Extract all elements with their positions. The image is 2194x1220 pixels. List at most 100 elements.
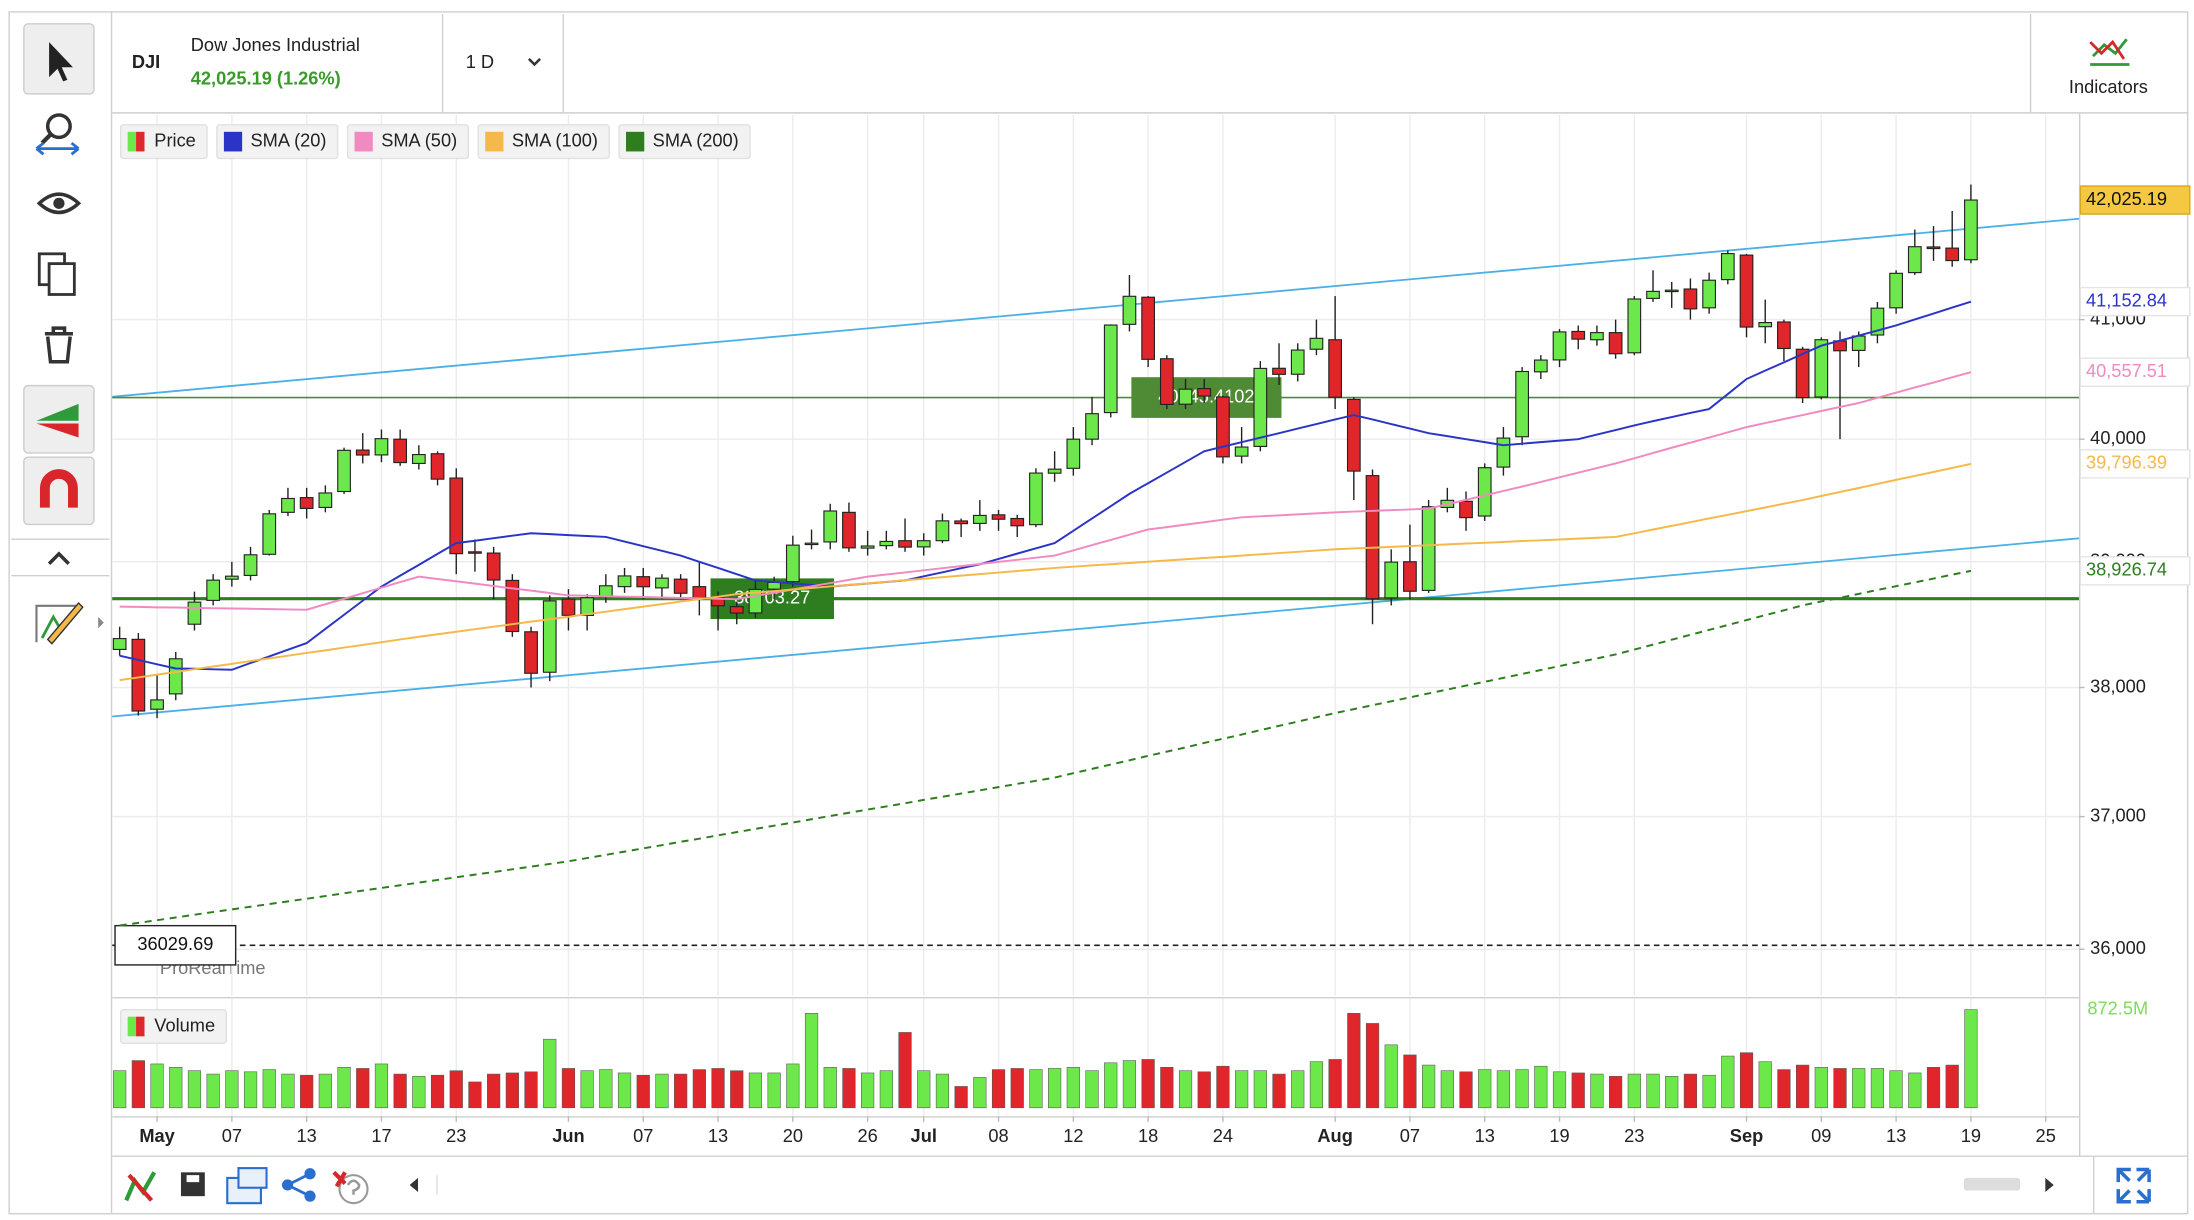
volume-bar xyxy=(1758,1061,1772,1109)
price-tag-label: 41,152.84 xyxy=(2086,289,2167,310)
price-tag-label: 40,557.51 xyxy=(2086,360,2167,381)
x-tick-label: 18 xyxy=(1138,1125,1158,1146)
volume-bar xyxy=(318,1073,332,1109)
volume-bar xyxy=(1590,1073,1604,1109)
candle-body xyxy=(598,585,613,598)
volume-bar xyxy=(636,1074,650,1109)
interval-chevron[interactable] xyxy=(527,58,541,67)
fullscreen-icon[interactable] xyxy=(2116,1167,2151,1204)
volume-bar xyxy=(1048,1068,1062,1109)
volume-bar xyxy=(861,1072,875,1109)
candle-body xyxy=(224,575,239,580)
cursor-icon xyxy=(49,42,73,82)
eye-icon[interactable] xyxy=(36,192,82,215)
x-tick-label: 13 xyxy=(1886,1125,1906,1146)
volume-bar xyxy=(561,1068,576,1109)
volume-bar xyxy=(842,1068,856,1109)
candle-body xyxy=(1253,367,1268,447)
legend-item[interactable]: SMA (200) xyxy=(618,124,751,160)
volume-bar xyxy=(767,1072,781,1109)
candle-body xyxy=(1477,467,1492,517)
legend-label: Volume xyxy=(154,1014,215,1035)
volume-bar xyxy=(1178,1070,1193,1109)
scroll-left[interactable] xyxy=(409,1177,419,1192)
candle-body xyxy=(1590,332,1604,341)
volume-bar xyxy=(1627,1073,1641,1109)
legend-item[interactable]: SMA (20) xyxy=(216,124,339,160)
x-tick-label: 07 xyxy=(1400,1125,1420,1146)
zoom-icon xyxy=(35,141,80,156)
candle-body xyxy=(954,520,969,525)
bottom-toolbar xyxy=(124,1156,2151,1213)
x-tick-label: 13 xyxy=(708,1125,728,1146)
volume-bar xyxy=(487,1073,501,1109)
trash-icon[interactable] xyxy=(44,326,73,364)
y-tick-label: 36,000 xyxy=(2090,937,2146,958)
candle-body xyxy=(468,551,482,554)
magnet-icon xyxy=(39,469,78,508)
volume-bar xyxy=(1403,1054,1417,1109)
legend-box[interactable] xyxy=(119,1008,228,1045)
x-tick-label: Jul xyxy=(911,1125,937,1146)
scroll-right[interactable] xyxy=(2045,1177,2054,1192)
x-tick-label: 19 xyxy=(1961,1125,1981,1146)
candle-body xyxy=(804,542,819,546)
interval[interactable]: 1 D xyxy=(466,51,494,72)
candle-body xyxy=(1309,337,1324,350)
volume-bar xyxy=(1683,1073,1698,1109)
candle-body xyxy=(374,438,389,456)
left-toolbar xyxy=(11,23,110,645)
volume-bar xyxy=(449,1070,463,1109)
candle-body xyxy=(1646,290,1660,299)
volume-bar xyxy=(1870,1068,1885,1109)
collapse-icon[interactable] xyxy=(47,551,70,565)
x-tick-label: May xyxy=(139,1125,175,1146)
legend-box xyxy=(618,124,751,160)
sma-line xyxy=(119,569,1972,927)
copy-icon xyxy=(47,262,76,296)
x-tick-label: 07 xyxy=(633,1125,653,1146)
volume-bar xyxy=(1496,1070,1511,1109)
volume-bar xyxy=(804,1013,819,1109)
scroll-thumb[interactable] xyxy=(1963,1177,2021,1191)
trend-icon xyxy=(36,423,79,438)
volume-bar xyxy=(674,1073,688,1109)
volume-bar xyxy=(430,1074,445,1109)
x-tick-label: 08 xyxy=(988,1125,1008,1146)
candle-body xyxy=(785,544,800,583)
legend-item[interactable]: Price xyxy=(119,124,208,160)
indicators-label[interactable]: Indicators xyxy=(2069,76,2148,97)
volume-bar xyxy=(1365,1023,1380,1109)
y-tick-label: 40,000 xyxy=(2090,427,2146,448)
candle-body xyxy=(1608,332,1623,355)
price-tag-label: 42,025.19 xyxy=(2086,188,2167,209)
volume-bar xyxy=(1646,1073,1660,1109)
help-icon[interactable] xyxy=(338,1174,369,1205)
draw-icon[interactable] xyxy=(35,604,79,643)
zoom-icon[interactable] xyxy=(45,113,72,140)
candle-body xyxy=(1010,517,1025,527)
candle-body xyxy=(168,658,183,695)
volume-bar xyxy=(786,1063,800,1109)
indicators-button[interactable]: Indicators xyxy=(2069,38,2148,97)
candle-body xyxy=(355,449,370,456)
candle-body xyxy=(1758,322,1773,328)
volume-bar xyxy=(1197,1071,1211,1109)
legend-box xyxy=(216,124,339,160)
volume-bar xyxy=(1029,1069,1043,1109)
legend-item[interactable]: SMA (100) xyxy=(477,124,610,160)
volume-bar xyxy=(954,1086,968,1109)
volume-bar xyxy=(991,1069,1006,1109)
candle-body xyxy=(1234,446,1249,457)
legend-item[interactable]: SMA (50) xyxy=(346,124,470,160)
volume-bar xyxy=(113,1070,127,1109)
tool-magnet[interactable] xyxy=(23,456,95,526)
candle-body xyxy=(673,578,688,594)
volume-bar xyxy=(169,1067,183,1109)
legend-label: SMA (50) xyxy=(381,129,457,150)
x-tick-label: 13 xyxy=(1475,1125,1495,1146)
price-tag xyxy=(2079,556,2191,586)
candle-body xyxy=(655,577,669,589)
zoom-icon xyxy=(40,133,52,145)
legend-swatch xyxy=(127,131,137,152)
